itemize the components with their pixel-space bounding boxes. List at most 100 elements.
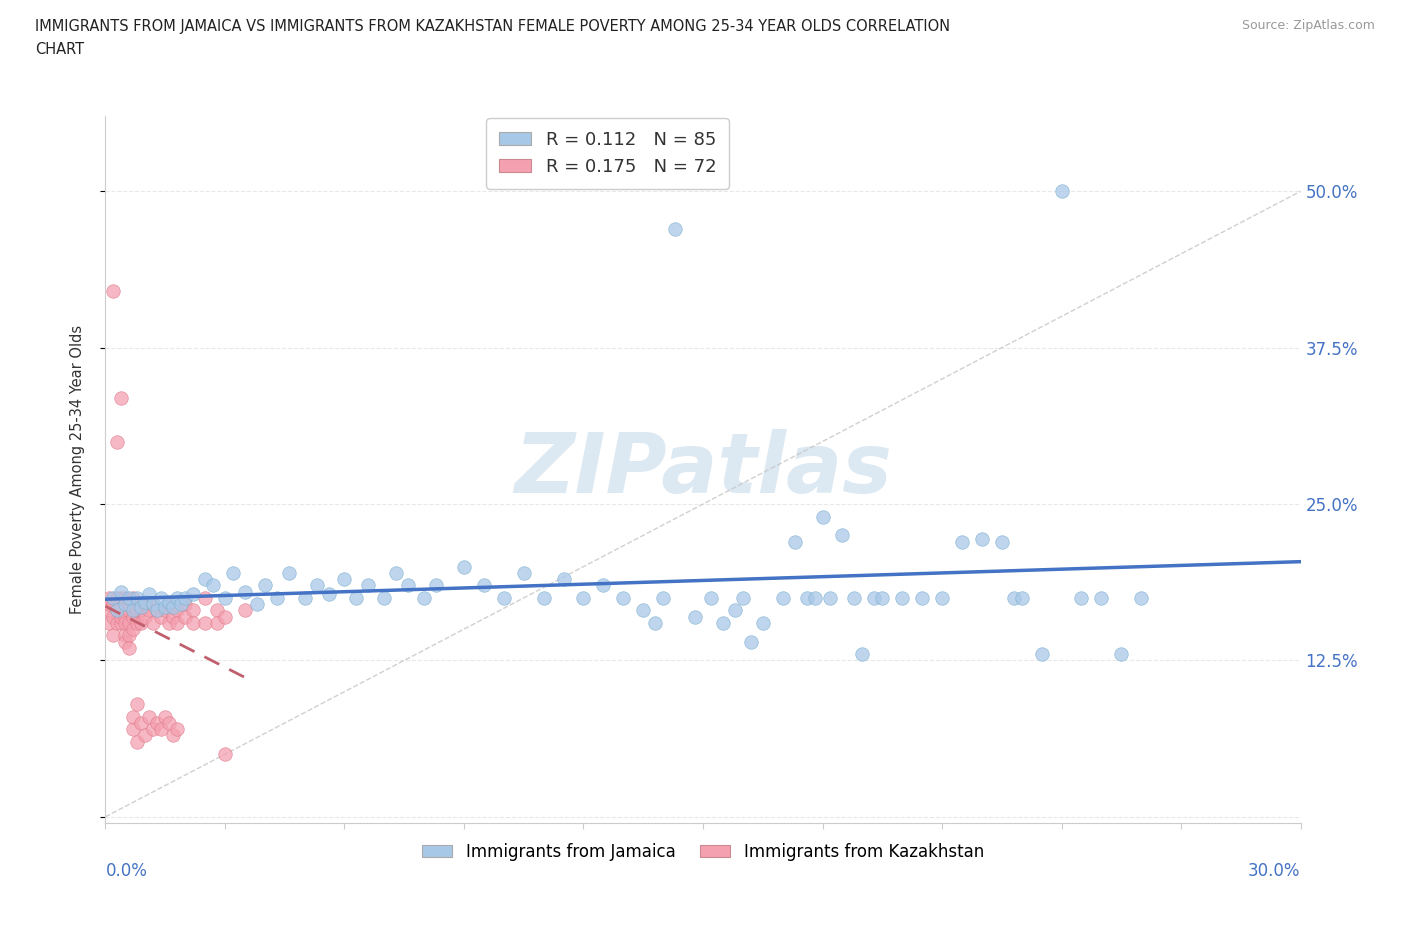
Point bbox=[214, 591, 236, 605]
Point bbox=[872, 591, 894, 605]
Point bbox=[153, 599, 177, 614]
Point bbox=[1090, 591, 1112, 605]
Legend: Immigrants from Jamaica, Immigrants from Kazakhstan: Immigrants from Jamaica, Immigrants from… bbox=[416, 836, 990, 868]
Point bbox=[202, 578, 225, 592]
Point bbox=[1111, 646, 1133, 661]
Point bbox=[305, 578, 328, 592]
Point bbox=[103, 609, 125, 624]
Point bbox=[142, 597, 165, 612]
Point bbox=[98, 616, 121, 631]
Point bbox=[103, 628, 125, 643]
Point bbox=[194, 616, 217, 631]
Point bbox=[122, 603, 145, 618]
Point bbox=[181, 616, 204, 631]
Point bbox=[711, 616, 734, 631]
Point bbox=[472, 578, 495, 592]
Point bbox=[122, 722, 145, 737]
Point bbox=[214, 747, 236, 762]
Point bbox=[1031, 646, 1053, 661]
Point bbox=[174, 597, 197, 612]
Point bbox=[114, 628, 136, 643]
Point bbox=[1011, 591, 1033, 605]
Text: Source: ZipAtlas.com: Source: ZipAtlas.com bbox=[1241, 19, 1375, 32]
Point bbox=[107, 603, 129, 618]
Point bbox=[751, 616, 773, 631]
Point bbox=[127, 591, 149, 605]
Y-axis label: Female Poverty Among 25-34 Year Olds: Female Poverty Among 25-34 Year Olds bbox=[70, 326, 84, 614]
Text: IMMIGRANTS FROM JAMAICA VS IMMIGRANTS FROM KAZAKHSTAN FEMALE POVERTY AMONG 25-34: IMMIGRANTS FROM JAMAICA VS IMMIGRANTS FR… bbox=[35, 19, 950, 33]
Point bbox=[118, 616, 141, 631]
Point bbox=[157, 594, 180, 609]
Text: 30.0%: 30.0% bbox=[1249, 862, 1301, 880]
Point bbox=[142, 597, 165, 612]
Point bbox=[373, 591, 395, 605]
Point bbox=[214, 609, 236, 624]
Point bbox=[157, 597, 180, 612]
Point bbox=[863, 591, 886, 605]
Point bbox=[891, 591, 914, 605]
Point bbox=[166, 722, 188, 737]
Point bbox=[150, 722, 173, 737]
Point bbox=[174, 591, 197, 605]
Point bbox=[153, 710, 177, 724]
Point bbox=[110, 391, 132, 405]
Point bbox=[127, 603, 149, 618]
Point bbox=[931, 591, 953, 605]
Point bbox=[683, 609, 706, 624]
Point bbox=[553, 572, 575, 587]
Point bbox=[107, 603, 129, 618]
Point bbox=[110, 591, 132, 605]
Point bbox=[107, 616, 129, 631]
Point bbox=[253, 578, 276, 592]
Point bbox=[134, 594, 156, 609]
Point bbox=[146, 603, 169, 618]
Point bbox=[98, 591, 121, 605]
Point bbox=[413, 591, 436, 605]
Point bbox=[138, 587, 160, 602]
Text: ZIPatlas: ZIPatlas bbox=[515, 429, 891, 511]
Point bbox=[731, 591, 754, 605]
Point bbox=[153, 603, 177, 618]
Point bbox=[970, 532, 993, 547]
Point bbox=[181, 587, 204, 602]
Point bbox=[129, 599, 153, 614]
Point bbox=[533, 591, 555, 605]
Point bbox=[103, 597, 125, 612]
Point bbox=[820, 591, 842, 605]
Point bbox=[107, 434, 129, 449]
Point bbox=[129, 603, 153, 618]
Point bbox=[333, 572, 356, 587]
Point bbox=[146, 715, 169, 730]
Point bbox=[1050, 184, 1073, 199]
Text: CHART: CHART bbox=[35, 42, 84, 57]
Point bbox=[122, 591, 145, 605]
Point bbox=[911, 591, 934, 605]
Point bbox=[118, 641, 141, 656]
Point bbox=[181, 603, 204, 618]
Point bbox=[233, 603, 256, 618]
Point bbox=[118, 603, 141, 618]
Point bbox=[266, 591, 288, 605]
Point bbox=[346, 591, 368, 605]
Point bbox=[174, 609, 197, 624]
Point bbox=[233, 584, 256, 599]
Point bbox=[150, 591, 173, 605]
Point bbox=[114, 616, 136, 631]
Point bbox=[644, 616, 666, 631]
Point bbox=[385, 565, 408, 580]
Point bbox=[129, 715, 153, 730]
Point bbox=[127, 735, 149, 750]
Point bbox=[294, 591, 316, 605]
Point bbox=[652, 591, 675, 605]
Point bbox=[98, 603, 121, 618]
Point bbox=[157, 715, 180, 730]
Point bbox=[796, 591, 818, 605]
Point bbox=[142, 722, 165, 737]
Point bbox=[110, 609, 132, 624]
Point bbox=[118, 628, 141, 643]
Point bbox=[740, 634, 762, 649]
Point bbox=[103, 284, 125, 299]
Point bbox=[831, 528, 853, 543]
Point bbox=[114, 609, 136, 624]
Point bbox=[166, 603, 188, 618]
